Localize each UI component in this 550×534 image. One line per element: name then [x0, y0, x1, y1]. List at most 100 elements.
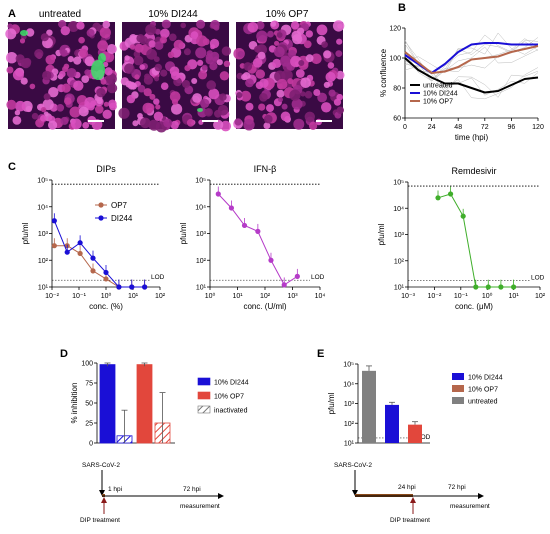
chartC2-point	[281, 282, 287, 288]
chartC1-y-tick: 10⁴	[37, 204, 48, 211]
d-y-label: % inhibition	[70, 383, 79, 424]
e-y-label: pfu/ml	[327, 392, 336, 414]
b-x-tick: 24	[428, 124, 436, 131]
chartC1-point	[90, 255, 96, 261]
c1-legend-swatch	[98, 202, 104, 208]
chartC3-series-line	[437, 193, 514, 288]
chartC3-y-tick: 10⁵	[393, 180, 404, 187]
panel-letter-d: D	[60, 348, 68, 360]
e-y-tick: 10⁵	[343, 362, 354, 369]
chartC2-title: IFN-β	[254, 164, 277, 174]
remdesivir-chart: Remdesivir 10¹ 10² 10³ 10⁴ 10⁵ 10⁻³ 10⁻² 10⁻¹ 10⁰…	[377, 166, 546, 311]
e-bar	[362, 370, 376, 443]
e-bar	[408, 424, 422, 443]
chartC1-y-label: pfu/ml	[21, 222, 30, 244]
chartC1-x-tick: 10⁻²	[45, 293, 59, 300]
c1-legend-swatch	[98, 215, 104, 221]
chartC3-x-tick: 10¹	[509, 293, 520, 300]
dips-chart: DIPs 10¹ 10² 10³ 10⁴ 10⁵ 10⁻² 10⁻¹ 10⁰ 10¹ 10² conc…	[21, 164, 166, 311]
chartC1-point	[64, 249, 70, 255]
micrograph-untreated	[5, 20, 118, 130]
e-lod-label: LOD	[417, 434, 431, 441]
timeline-e-treatment: DIP treatment	[390, 517, 430, 524]
chartC1-point	[116, 284, 122, 290]
chartC2-y-tick: 10⁴	[195, 204, 206, 211]
confluence-chart: 60 80 100 120 0 24 48 72 96 120 time (hpi) % conflu…	[379, 26, 544, 143]
timeline-d-t2: 72 hpi	[183, 486, 201, 493]
d-legend-label: 10% DI244	[214, 380, 249, 387]
e-legend-label: 10% DI244	[468, 375, 503, 382]
timeline-e-virus: SARS-CoV-2	[334, 462, 372, 469]
micrograph-label-op7: 10% OP7	[266, 9, 309, 20]
e-legend-label: 10% OP7	[468, 387, 498, 394]
chartC2-point	[241, 222, 248, 229]
b-y-tick: 60	[393, 116, 401, 123]
timeline-e-t2: 72 hpi	[448, 484, 466, 491]
chartC2-x-tick: 10¹	[232, 293, 243, 300]
chartC1-x-tick: 10¹	[128, 293, 139, 300]
d-y-tick: 50	[85, 401, 93, 408]
timeline-d-t1: 1 hpi	[108, 486, 122, 493]
timeline-d-virus: SARS-CoV-2	[82, 462, 120, 469]
chartC1-x-label: conc. (%)	[89, 302, 123, 311]
d-legend-label: inactivated	[214, 408, 248, 415]
pfu-bar-chart: 10¹ 10² 10³ 10⁴ 10⁵ pfu/ml LOD 10% DI244 10% OP7…	[327, 362, 503, 448]
b-x-tick: 48	[454, 124, 462, 131]
chartC3-point	[485, 284, 491, 290]
chartC3-x-tick: 10⁻¹	[454, 293, 468, 300]
chartC2-point	[294, 273, 300, 279]
c1-legend-label: OP7	[111, 201, 128, 210]
chartC3-point	[435, 195, 441, 201]
e-y-tick: 10²	[344, 421, 355, 428]
micrograph-op7	[233, 20, 345, 131]
chartC2-point	[268, 257, 274, 263]
chartC1-point	[51, 243, 57, 249]
chartC2-y-tick: 10⁵	[195, 178, 206, 185]
b-x-tick: 0	[403, 124, 407, 131]
d-bar	[99, 364, 116, 444]
e-y-tick: 10¹	[344, 441, 355, 448]
chartC1-point	[103, 269, 109, 276]
e-legend-label: untreated	[468, 399, 498, 406]
d-legend-swatch	[197, 405, 211, 414]
panel-letter-b: B	[398, 2, 406, 14]
d-y-tick: 25	[85, 421, 93, 428]
chartC1-point	[142, 284, 148, 290]
timeline-d-treatment: DIP treatment	[80, 517, 120, 524]
chartC3-x-label: conc. (μM)	[455, 302, 493, 311]
chartC3-point	[498, 284, 504, 290]
chartC3-x-tick: 10⁰	[482, 292, 493, 300]
d-legend-swatch	[197, 391, 211, 400]
b-x-tick: 96	[508, 124, 516, 131]
chartC3-point	[447, 191, 454, 197]
chartC2-point	[215, 191, 221, 197]
chartC1-y-tick: 10¹	[38, 285, 49, 292]
chartC2-y-label: pfu/ml	[179, 222, 188, 244]
timeline-d: SARS-CoV-2 1 hpi 72 hpi DIP treatment me…	[80, 462, 224, 524]
chartC2-x-tick: 10⁴	[315, 293, 326, 300]
chartC2-x-tick: 10⁰	[205, 292, 216, 300]
chartC3-y-label: pfu/ml	[377, 223, 386, 245]
panel-letter-c: C	[8, 161, 16, 173]
panel-letter-a: A	[8, 8, 16, 20]
d-legend-label: 10% OP7	[214, 394, 244, 401]
chartC3-point	[473, 284, 479, 290]
chartC1-point	[77, 250, 83, 257]
b-legend-label: 10% DI244	[423, 91, 458, 98]
timeline-e: SARS-CoV-2 24 hpi 72 hpi DIP treatment m…	[334, 462, 490, 524]
e-legend-swatch	[452, 397, 464, 404]
micrograph-label-untreated: untreated	[39, 9, 81, 20]
panel-letter-e: E	[317, 348, 324, 360]
b-y-tick: 120	[389, 26, 401, 33]
chartC1-point	[103, 276, 109, 282]
micrograph-di244	[118, 19, 232, 133]
chartC3-x-tick: 10²	[535, 293, 546, 300]
chartC3-x-tick: 10⁻²	[427, 293, 441, 300]
chartC1-x-tick: 10⁰	[101, 292, 112, 300]
b-x-tick: 72	[481, 124, 489, 131]
chartC1-point	[90, 268, 96, 274]
chartC3-y-tick: 10²	[394, 258, 405, 265]
b-series-line	[404, 45, 539, 74]
